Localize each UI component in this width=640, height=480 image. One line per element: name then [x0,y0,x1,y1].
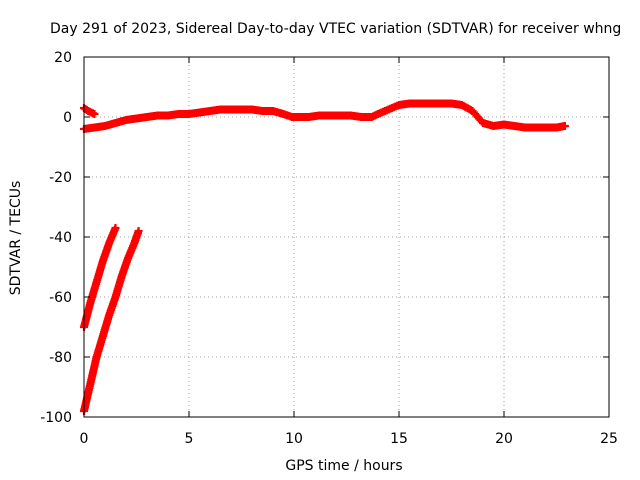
data-series-3 [80,224,120,331]
data-point-marker [111,224,120,232]
x-tick-label: 25 [600,431,618,447]
data-point-marker [90,110,99,118]
data-point-marker [560,122,569,130]
x-tick-label: 20 [495,431,513,447]
grid-lines [84,57,609,417]
y-tick-label: -40 [49,230,72,246]
data-point-marker [134,227,143,235]
data-series-4 [80,227,143,415]
x-tick-label: 15 [390,431,408,447]
y-tick-label: -20 [49,170,72,186]
y-tick-label: -60 [49,290,72,306]
axes: 0 5 10 15 20 25 -100 -80 -60 -40 -20 0 20 [40,50,618,447]
data-series-1 [80,99,569,133]
x-tick-label: 10 [285,431,303,447]
y-tick-label: -100 [40,410,72,426]
x-axis-label: GPS time / hours [285,458,402,474]
y-axis-label: SDTVAR / TECUs [8,181,24,296]
x-tick-label: 0 [80,431,89,447]
y-tick-label: 0 [63,110,72,126]
data-points [80,99,569,415]
chart-title: Day 291 of 2023, Sidereal Day-to-day VTE… [50,21,621,37]
y-tick-label: -80 [49,350,72,366]
y-tick-label: 20 [54,50,72,66]
x-tick-label: 5 [185,431,194,447]
data-series-2 [80,104,99,118]
plot-frame [83,56,610,418]
